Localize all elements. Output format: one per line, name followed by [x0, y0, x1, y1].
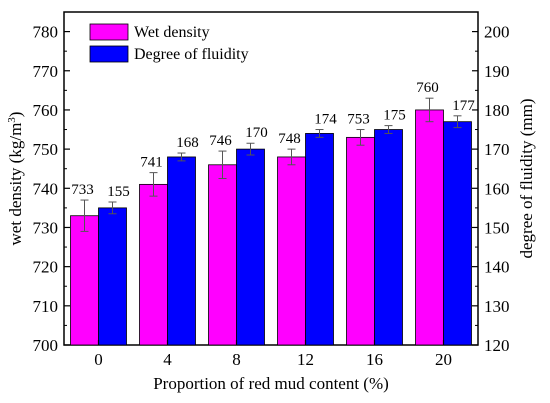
- right-y-tick-label: 130: [484, 297, 510, 316]
- error-bars: [80, 97, 462, 232]
- data-label-degree-of-fluidity: 170: [245, 125, 268, 141]
- right-y-tick-label: 180: [484, 101, 510, 120]
- left-y-axis-title-base: wet density (kg/m: [6, 123, 25, 246]
- data-label-wet-density: 748: [278, 131, 301, 147]
- bar-wet-density: [346, 136, 375, 346]
- plot-frame: [63, 11, 479, 346]
- error-bar: [80, 199, 89, 232]
- bar-wet-density: [277, 156, 306, 346]
- data-label-degree-of-fluidity: 175: [383, 108, 406, 124]
- left-y-tick-label: 760: [33, 101, 59, 120]
- bar-wet-density: [70, 215, 99, 346]
- right-y-tick-label: 170: [484, 140, 510, 159]
- bar-degree-of-fluidity: [236, 148, 265, 346]
- right-y-tick-label: 160: [484, 179, 510, 198]
- error-bar: [246, 142, 255, 156]
- bar-wet-density: [415, 109, 444, 346]
- data-label-degree-of-fluidity: 155: [107, 184, 130, 200]
- bar-degree-of-fluidity: [167, 156, 196, 346]
- bars: [70, 109, 472, 346]
- data-label-wet-density: 746: [209, 133, 232, 149]
- data-label-wet-density: 760: [416, 80, 439, 96]
- error-bar: [177, 152, 186, 162]
- x-tick-label: 8: [232, 350, 241, 369]
- left-y-axis-title-superscript: 3: [6, 117, 18, 123]
- bar-degree-of-fluidity: [98, 207, 127, 346]
- legend-swatch-wet-density: [89, 23, 129, 41]
- right-y-tick-label: 200: [484, 23, 510, 42]
- left-y-tick-label: 780: [33, 23, 59, 42]
- left-y-tick-label: 770: [33, 62, 59, 81]
- x-tick-label: 4: [163, 350, 172, 369]
- x-tick-label: 0: [94, 350, 103, 369]
- x-tick-label: 16: [366, 350, 383, 369]
- error-bar: [384, 125, 393, 134]
- left-y-tick-label: 710: [33, 297, 59, 316]
- left-y-tick-label: 700: [33, 336, 59, 355]
- left-y-tick-label: 730: [33, 218, 59, 237]
- x-axis-title: Proportion of red mud content (%): [153, 374, 389, 393]
- left-y-axis-title: wet density (kg/m3): [6, 112, 25, 246]
- bar-degree-of-fluidity: [374, 129, 403, 346]
- error-bar: [218, 150, 227, 179]
- right-y-tick-label: 140: [484, 258, 510, 277]
- bar-wet-density: [208, 164, 237, 346]
- data-label-degree-of-fluidity: 168: [176, 135, 199, 151]
- legend: Wet density Degree of fluidity: [89, 23, 249, 63]
- error-bar: [149, 172, 158, 197]
- error-bar: [287, 148, 296, 166]
- x-axis: 0 4 8 12 16 20: [94, 340, 452, 369]
- left-y-tick-label: 740: [33, 179, 59, 198]
- right-y-tick-label: 190: [484, 62, 510, 81]
- legend-swatch-degree-of-fluidity: [89, 45, 129, 63]
- legend-label-wet-density: Wet density: [134, 24, 210, 41]
- data-label-wet-density: 741: [140, 155, 163, 171]
- data-label-wet-density: 753: [347, 112, 370, 128]
- bar-degree-of-fluidity: [443, 121, 472, 346]
- legend-label-degree-of-fluidity: Degree of fluidity: [134, 46, 249, 63]
- bar-degree-of-fluidity: [305, 133, 334, 346]
- right-y-tick-label: 150: [484, 218, 510, 237]
- left-y-tick-label: 720: [33, 258, 59, 277]
- data-label-wet-density: 733: [71, 182, 94, 198]
- x-tick-label: 20: [435, 350, 452, 369]
- data-labels: 733 155 741 168 746 170 748 174 753 175 760 177: [71, 80, 475, 200]
- x-tick-label: 12: [297, 350, 314, 369]
- error-bar: [453, 115, 462, 129]
- right-y-axis-title: degree of fluidity (mm): [517, 98, 536, 258]
- bar-wet-density: [139, 183, 168, 346]
- error-bar: [356, 129, 365, 146]
- left-y-axis: 700 710 720 730 740 750 760 770 780: [33, 23, 70, 355]
- error-bar: [108, 201, 117, 215]
- left-y-axis-title-tail: ): [6, 112, 25, 118]
- right-y-axis: 120 130 140 150 160 170 180 190 200: [472, 23, 510, 355]
- error-bar: [315, 129, 324, 138]
- data-label-degree-of-fluidity: 174: [314, 112, 337, 128]
- error-bar: [425, 97, 434, 123]
- data-label-degree-of-fluidity: 177: [452, 98, 475, 114]
- left-y-tick-label: 750: [33, 140, 59, 159]
- right-y-tick-label: 120: [484, 336, 510, 355]
